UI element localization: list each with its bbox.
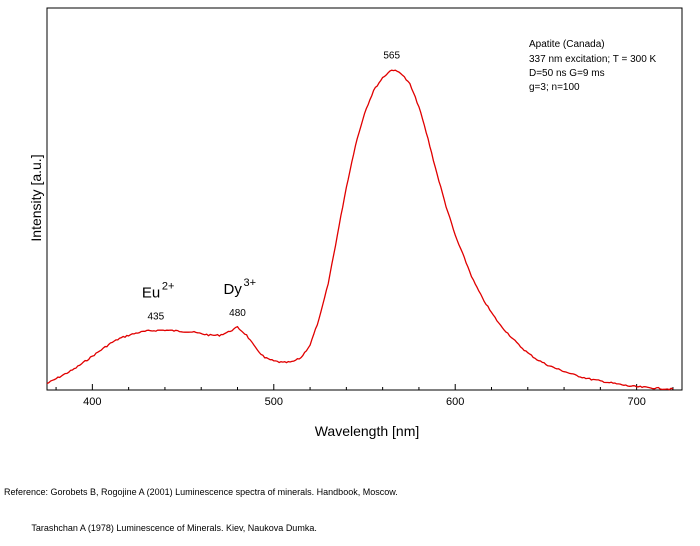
x-tick-label-400: 400 <box>83 396 101 408</box>
plot-frame <box>46 7 683 391</box>
spectrum-chart: 400 500 600 700 Wavelength [nm] Intensity [… <box>28 7 683 439</box>
peak-label-480: 480 <box>229 308 246 319</box>
x-tick-label-700: 700 <box>627 396 645 408</box>
measurement-note: Apatite (Canada) 337 nm excitation; T = … <box>529 39 657 93</box>
y-axis-label: Intensity [a.u.] <box>28 154 44 241</box>
note-line-3: D=50 ns G=9 ms <box>529 68 605 79</box>
x-axis-label: Wavelength [nm] <box>315 423 420 439</box>
x-tick-label-500: 500 <box>265 396 283 408</box>
peak-label-565: 565 <box>383 51 400 62</box>
ion-label-dy: Dy <box>224 281 243 298</box>
ion-charge-eu: 2+ <box>162 280 175 292</box>
reference-line-2: Tarashchan A (1978) Luminescence of Mine… <box>4 523 317 533</box>
ion-charge-dy: 3+ <box>244 277 257 289</box>
note-line-2: 337 nm excitation; T = 300 K <box>529 54 657 65</box>
peak-label-435: 435 <box>148 311 165 322</box>
spectrum-line <box>46 69 674 391</box>
peak-annotations: 435 Eu 2+ 480 Dy 3+ 565 <box>142 51 401 323</box>
ion-label-eu: Eu <box>142 284 160 301</box>
note-line-1: Apatite (Canada) <box>529 39 605 50</box>
x-axis-ticks: 400 500 600 700 <box>55 384 674 408</box>
reference-text: Reference: Gorobets B, Rogojine A (2001)… <box>4 462 398 546</box>
note-line-4: g=3; n=100 <box>529 82 580 93</box>
x-tick-label-600: 600 <box>446 396 464 408</box>
